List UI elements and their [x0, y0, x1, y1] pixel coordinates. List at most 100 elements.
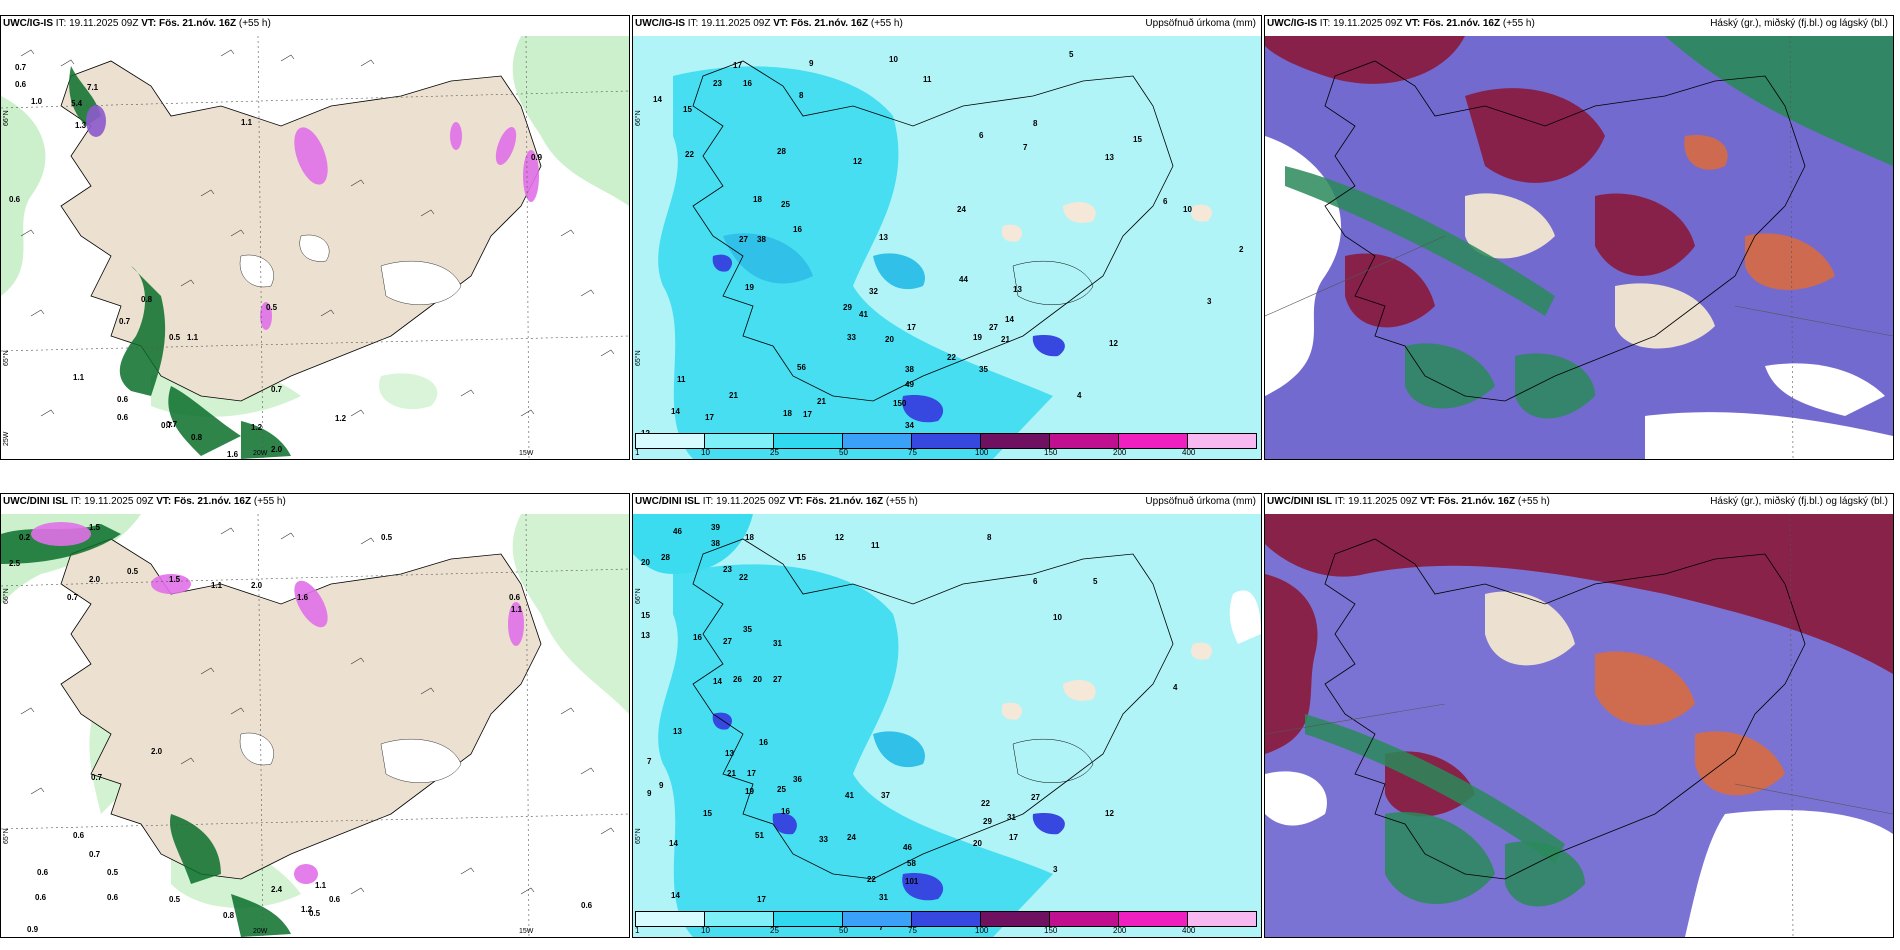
colorbar-tick: 150 — [1044, 926, 1058, 935]
it-label: IT: — [702, 496, 714, 507]
colorbar-swatch — [705, 434, 774, 448]
it-label: IT: — [55, 18, 67, 29]
model-name: UWC/DINI ISL — [1267, 496, 1332, 507]
colorbar-tick: 75 — [908, 448, 917, 457]
vt-value: Fös. 21.nóv. 16Z — [1438, 496, 1516, 507]
colorbar-swatch — [774, 434, 843, 448]
colorbar-tick: 50 — [839, 448, 848, 457]
vt-value: Fös. 21.nóv. 16Z — [806, 496, 884, 507]
it-value: 19.11.2025 09Z — [69, 18, 139, 29]
panel-header: UWC/IG-IS IT: 19.11.2025 09Z VT: Fös. 21… — [1, 16, 629, 36]
colorbar-swatch — [1188, 912, 1256, 926]
vt-label: VT: — [773, 18, 789, 29]
colorbar-tick: 100 — [975, 448, 989, 457]
precip-wind-map — [1, 514, 629, 937]
lead-time: (+55 h) — [885, 496, 918, 507]
map-area: 46 39 38 28 20 15 13 23 22 27 16 35 31 2… — [633, 514, 1261, 937]
it-value: 19.11.2025 09Z — [701, 18, 771, 29]
panel-top-left: UWC/IG-IS IT: 19.11.2025 09Z VT: Fös. 21… — [0, 15, 630, 460]
lead-time: (+55 h) — [238, 18, 271, 29]
map-area: 0.7 0.6 1.0 7.1 5.4 1.1 0.6 0.8 0.7 0.6 … — [1, 36, 629, 459]
colorbar-swatches — [635, 911, 1257, 927]
colorbar-swatch — [1119, 912, 1188, 926]
panel-title: Háský (gr.), miðský (fj.bl.) og lágský (… — [1710, 18, 1888, 29]
lead-time: (+55 h) — [870, 18, 903, 29]
panel-title: Uppsöfnuð úrkoma (mm) — [1145, 18, 1256, 29]
it-label: IT: — [1334, 496, 1346, 507]
colorbar: 1 10 25 50 75 100 150 200 400 — [635, 911, 1257, 935]
vt-label: VT: — [1420, 496, 1436, 507]
model-name: UWC/DINI ISL — [635, 496, 700, 507]
panel-header: UWC/DINI ISL IT: 19.11.2025 09Z VT: Fös.… — [633, 494, 1261, 514]
colorbar-swatch — [705, 912, 774, 926]
vt-label: VT: — [141, 18, 157, 29]
it-value: 19.11.2025 09Z — [1348, 496, 1418, 507]
it-label: IT: — [1319, 18, 1331, 29]
colorbar-ticks: 1 10 25 50 75 100 150 200 400 — [635, 449, 1257, 457]
colorbar-tick: 10 — [701, 448, 710, 457]
map-area: 0.2 1.5 2.5 0.5 0.7 2.0 1.5 0.5 1.6 0.6 … — [1, 514, 629, 937]
panel-top-right: UWC/IG-IS IT: 19.11.2025 09Z VT: Fös. 21… — [1264, 15, 1894, 460]
lead-time: (+55 h) — [253, 496, 286, 507]
panel-bottom-left: UWC/DINI ISL IT: 19.11.2025 09Z VT: Fös.… — [0, 493, 630, 938]
it-value: 19.11.2025 09Z — [716, 496, 786, 507]
panel-bottom-middle: UWC/DINI ISL IT: 19.11.2025 09Z VT: Fös.… — [632, 493, 1262, 938]
it-label: IT: — [70, 496, 82, 507]
it-label: IT: — [687, 18, 699, 29]
map-area — [1265, 514, 1893, 937]
colorbar-ticks: 1 10 25 50 75 100 150 200 400 — [635, 927, 1257, 935]
colorbar-swatch — [912, 434, 981, 448]
it-value: 19.11.2025 09Z — [1333, 18, 1403, 29]
colorbar-tick: 25 — [770, 926, 779, 935]
colorbar-swatch — [636, 434, 705, 448]
colorbar-tick: 200 — [1113, 448, 1127, 457]
model-name: UWC/IG-IS — [3, 18, 53, 29]
vt-value: Fös. 21.nóv. 16Z — [159, 18, 237, 29]
panel-header: UWC/DINI ISL IT: 19.11.2025 09Z VT: Fös.… — [1, 494, 629, 514]
colorbar-swatch — [843, 434, 912, 448]
panel-bottom-right: UWC/DINI ISL IT: 19.11.2025 09Z VT: Fös.… — [1264, 493, 1894, 938]
panel-title: Háský (gr.), miðský (fj.bl.) og lágský (… — [1710, 496, 1888, 507]
colorbar-tick: 400 — [1182, 926, 1196, 935]
colorbar-tick: 150 — [1044, 448, 1058, 457]
vt-value: Fös. 21.nóv. 16Z — [791, 18, 869, 29]
colorbar-tick: 25 — [770, 448, 779, 457]
cloud-cover-map — [1265, 514, 1893, 937]
lead-time: (+55 h) — [1517, 496, 1550, 507]
model-name: UWC/IG-IS — [635, 18, 685, 29]
vt-label: VT: — [1405, 18, 1421, 29]
colorbar-tick: 50 — [839, 926, 848, 935]
colorbar-swatch — [1050, 434, 1119, 448]
colorbar-tick: 10 — [701, 926, 710, 935]
panel-header: UWC/IG-IS IT: 19.11.2025 09Z VT: Fös. 21… — [633, 16, 1261, 36]
map-area: 10 9 17 23 16 15 14 22 28 38 27 25 18 16… — [633, 36, 1261, 459]
vt-label: VT: — [788, 496, 804, 507]
colorbar-swatch — [636, 912, 705, 926]
cloud-cover-map — [1265, 36, 1893, 459]
colorbar-tick: 1 — [635, 448, 640, 457]
colorbar-tick: 400 — [1182, 448, 1196, 457]
precipitation-map — [633, 36, 1261, 459]
it-value: 19.11.2025 09Z — [84, 496, 154, 507]
map-area — [1265, 36, 1893, 459]
colorbar-swatch — [981, 434, 1050, 448]
colorbar-tick: 1 — [635, 926, 640, 935]
colorbar-swatch — [912, 912, 981, 926]
colorbar-swatch — [843, 912, 912, 926]
colorbar-swatch — [774, 912, 843, 926]
colorbar-swatch — [1188, 434, 1256, 448]
model-name: UWC/IG-IS — [1267, 18, 1317, 29]
panel-header: UWC/IG-IS IT: 19.11.2025 09Z VT: Fös. 21… — [1265, 16, 1893, 36]
lead-time: (+55 h) — [1502, 18, 1535, 29]
colorbar-swatches — [635, 433, 1257, 449]
colorbar-swatch — [981, 912, 1050, 926]
precipitation-map — [633, 514, 1261, 937]
vt-value: Fös. 21.nóv. 16Z — [1423, 18, 1501, 29]
colorbar-tick: 200 — [1113, 926, 1127, 935]
colorbar-tick: 100 — [975, 926, 989, 935]
colorbar-swatch — [1119, 434, 1188, 448]
panel-title: Uppsöfnuð úrkoma (mm) — [1145, 496, 1256, 507]
vt-label: VT: — [156, 496, 172, 507]
vt-value: Fös. 21.nóv. 16Z — [174, 496, 252, 507]
panel-top-middle: UWC/IG-IS IT: 19.11.2025 09Z VT: Fös. 21… — [632, 15, 1262, 460]
